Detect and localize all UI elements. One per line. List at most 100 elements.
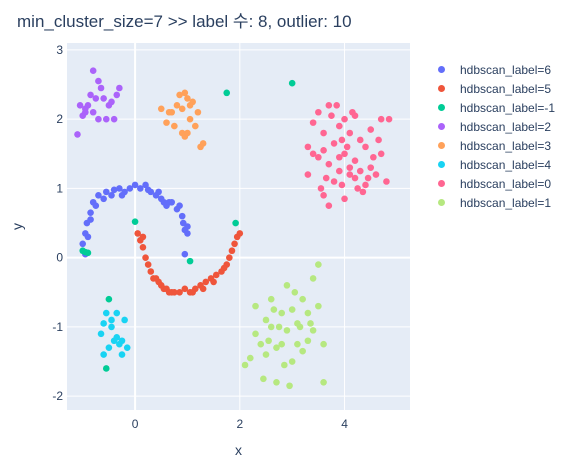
data-point-label-series-7[interactable] xyxy=(299,295,306,303)
legend-item[interactable]: hdbscan_label=2 xyxy=(432,117,555,136)
data-point-label-series-6[interactable] xyxy=(351,174,359,182)
data-point-label-series-5[interactable] xyxy=(97,330,105,338)
data-point-label-series-7[interactable] xyxy=(267,295,275,303)
data-point-label-series-1[interactable] xyxy=(147,268,155,275)
data-point-label-series-7[interactable] xyxy=(278,340,286,348)
data-point-label-series-5[interactable] xyxy=(105,344,113,351)
data-point-label-series-6[interactable] xyxy=(304,143,312,151)
data-point-label-series-3[interactable] xyxy=(113,91,121,99)
data-point-label-series-3[interactable] xyxy=(82,108,89,116)
data-point-label-series-6[interactable] xyxy=(367,164,375,171)
data-point-label-series-7[interactable] xyxy=(320,379,327,386)
data-point-label-series-7[interactable] xyxy=(260,375,267,383)
data-point-label-series-6[interactable] xyxy=(356,167,364,175)
data-point-label-series-0[interactable] xyxy=(178,212,186,220)
data-point-label-series-7[interactable] xyxy=(265,337,272,345)
data-point-label-series-0[interactable] xyxy=(92,202,100,210)
data-point-label-series-0[interactable] xyxy=(155,188,162,196)
data-point-label-series-7[interactable] xyxy=(309,327,317,334)
data-point-label-series-7[interactable] xyxy=(281,361,288,369)
data-point-label-series-2[interactable] xyxy=(223,89,231,97)
data-point-label-series-3[interactable] xyxy=(95,115,102,123)
data-point-label-series-6[interactable] xyxy=(349,108,356,116)
data-point-label-series-7[interactable] xyxy=(315,261,322,268)
data-point-label-series-5[interactable] xyxy=(108,323,115,331)
data-point-label-series-3[interactable] xyxy=(100,95,107,102)
data-point-label-series-4[interactable] xyxy=(186,115,194,123)
data-point-label-series-3[interactable] xyxy=(95,77,102,85)
data-point-label-series-7[interactable] xyxy=(304,309,312,317)
data-point-label-series-7[interactable] xyxy=(299,347,306,355)
data-point-label-series-2[interactable] xyxy=(288,79,296,87)
data-point-label-series-1[interactable] xyxy=(134,230,141,237)
data-point-label-series-0[interactable] xyxy=(84,233,92,241)
data-point-label-series-6[interactable] xyxy=(325,102,333,109)
data-point-label-series-6[interactable] xyxy=(338,181,346,189)
data-point-label-series-7[interactable] xyxy=(257,340,265,348)
data-point-label-series-6[interactable] xyxy=(362,143,369,151)
data-point-label-series-6[interactable] xyxy=(362,181,369,189)
data-point-label-series-5[interactable] xyxy=(121,316,128,324)
legend-item[interactable]: hdbscan_label=5 xyxy=(432,79,555,98)
data-point-label-series-1[interactable] xyxy=(139,233,147,241)
data-point-label-series-0[interactable] xyxy=(165,198,173,206)
data-point-label-series-7[interactable] xyxy=(286,382,293,390)
data-point-label-series-7[interactable] xyxy=(278,309,286,317)
data-point-label-series-2[interactable] xyxy=(105,295,113,303)
data-point-label-series-6[interactable] xyxy=(328,112,335,120)
data-point-label-series-6[interactable] xyxy=(336,122,343,130)
data-point-label-series-1[interactable] xyxy=(152,275,160,282)
data-point-label-series-7[interactable] xyxy=(273,344,280,351)
data-point-label-series-7[interactable] xyxy=(283,282,291,289)
data-point-label-series-7[interactable] xyxy=(320,340,327,348)
data-point-label-series-6[interactable] xyxy=(333,102,340,109)
data-point-label-series-6[interactable] xyxy=(304,171,312,178)
data-point-label-series-1[interactable] xyxy=(226,254,233,261)
data-point-label-series-0[interactable] xyxy=(184,223,191,230)
data-point-label-series-6[interactable] xyxy=(343,143,351,151)
data-point-label-series-6[interactable] xyxy=(320,192,327,199)
data-point-label-series-6[interactable] xyxy=(330,140,338,147)
data-point-label-series-6[interactable] xyxy=(325,202,333,210)
data-point-label-series-5[interactable] xyxy=(118,351,126,358)
data-point-label-series-0[interactable] xyxy=(144,186,152,194)
data-point-label-series-6[interactable] xyxy=(377,115,385,123)
data-point-label-series-1[interactable] xyxy=(202,278,210,286)
data-point-label-series-0[interactable] xyxy=(184,230,191,237)
data-point-label-series-6[interactable] xyxy=(377,150,385,158)
data-point-label-series-4[interactable] xyxy=(194,108,202,116)
data-point-label-series-6[interactable] xyxy=(385,115,393,123)
data-point-label-series-6[interactable] xyxy=(346,164,354,171)
data-point-label-series-0[interactable] xyxy=(87,216,94,223)
data-point-label-series-3[interactable] xyxy=(87,91,94,99)
data-point-label-series-3[interactable] xyxy=(108,98,115,106)
data-point-label-series-2[interactable] xyxy=(131,218,139,225)
data-point-label-series-6[interactable] xyxy=(354,185,361,192)
data-point-label-series-0[interactable] xyxy=(181,250,189,258)
data-point-label-series-6[interactable] xyxy=(330,178,338,185)
data-point-label-series-5[interactable] xyxy=(100,320,107,327)
data-point-label-series-7[interactable] xyxy=(288,358,296,365)
data-point-label-series-0[interactable] xyxy=(79,240,87,248)
data-point-label-series-7[interactable] xyxy=(304,337,312,345)
data-point-label-series-2[interactable] xyxy=(232,219,239,227)
data-point-label-series-5[interactable] xyxy=(123,344,131,351)
data-point-label-series-6[interactable] xyxy=(320,147,327,154)
data-point-label-series-7[interactable] xyxy=(288,306,296,313)
data-point-label-series-0[interactable] xyxy=(118,192,126,199)
data-point-label-series-7[interactable] xyxy=(283,327,291,334)
data-point-label-series-0[interactable] xyxy=(176,202,183,210)
data-point-label-series-0[interactable] xyxy=(137,185,144,192)
data-point-label-series-6[interactable] xyxy=(364,174,372,182)
legend-item[interactable]: hdbscan_label=1 xyxy=(432,193,555,212)
data-point-label-series-7[interactable] xyxy=(315,302,322,310)
data-point-label-series-2[interactable] xyxy=(102,365,110,372)
data-point-label-series-7[interactable] xyxy=(291,288,299,296)
data-point-label-series-0[interactable] xyxy=(116,185,123,192)
data-point-label-series-3[interactable] xyxy=(84,102,92,109)
data-point-label-series-1[interactable] xyxy=(199,285,207,293)
data-point-label-series-5[interactable] xyxy=(102,309,110,317)
data-point-label-series-0[interactable] xyxy=(100,195,107,203)
data-point-label-series-6[interactable] xyxy=(351,157,359,165)
data-point-label-series-7[interactable] xyxy=(252,330,259,338)
